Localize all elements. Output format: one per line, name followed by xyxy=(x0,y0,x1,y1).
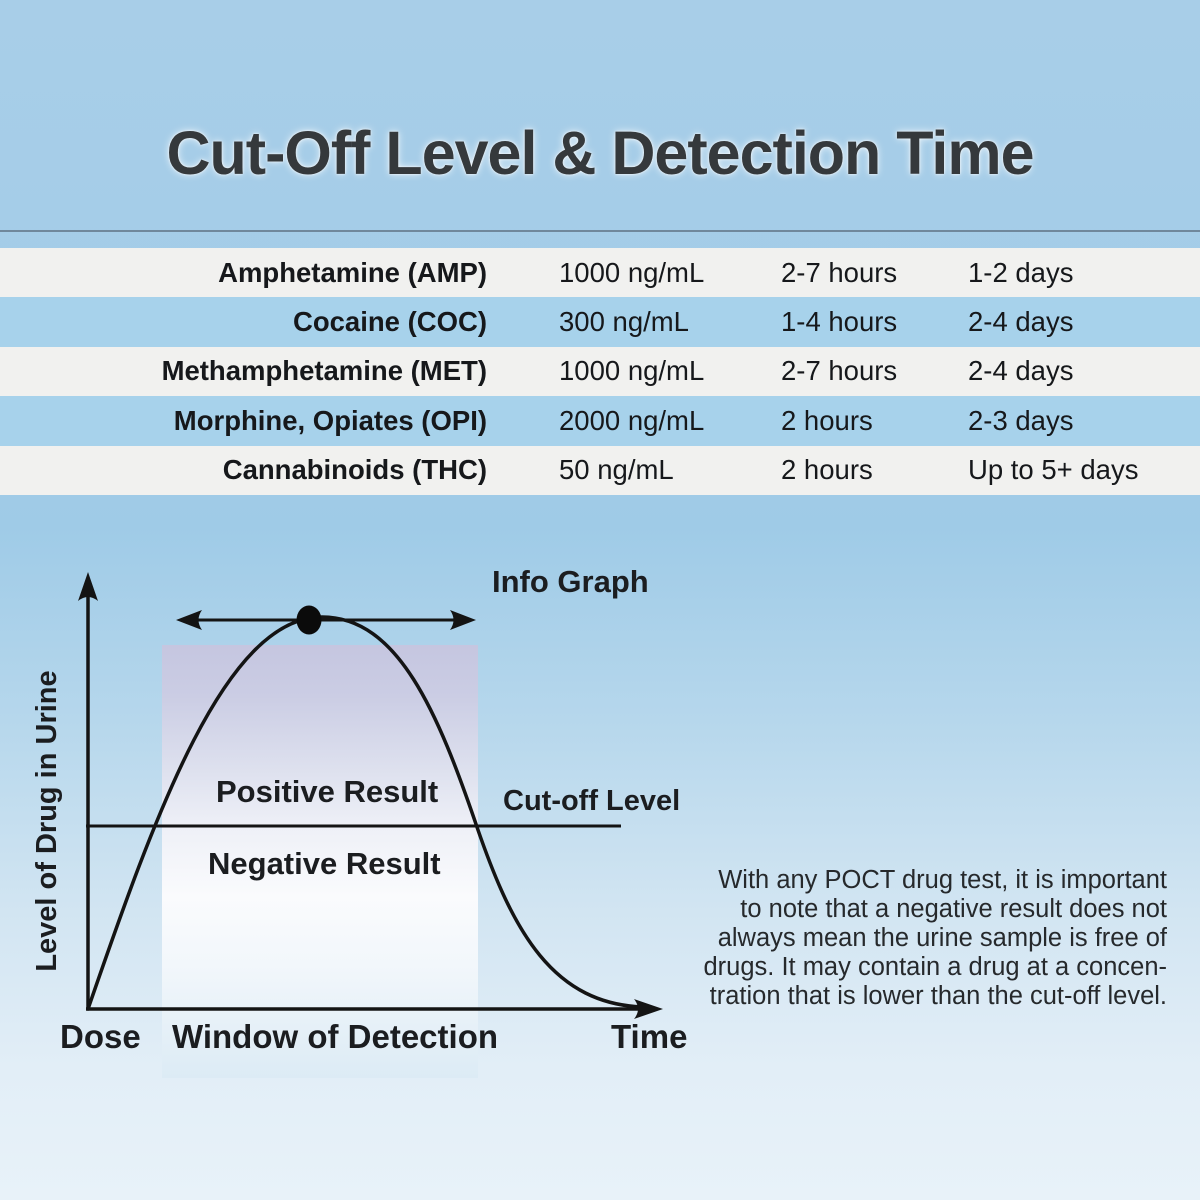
table-row: Cannabinoids (THC) 50 ng/mL 2 hours Up t… xyxy=(0,445,1200,495)
table-row: Amphetamine (AMP) 1000 ng/mL 2-7 hours 1… xyxy=(0,248,1200,298)
detection-onset: 2 hours xyxy=(781,454,873,486)
time-label: Time xyxy=(611,1018,688,1055)
x-axis-arrow-icon xyxy=(634,999,663,1019)
drug-name: Amphetamine (AMP) xyxy=(218,256,487,288)
drug-name: Cocaine (COC) xyxy=(292,306,487,338)
cutoff-value: 300 ng/mL xyxy=(559,306,689,338)
cutoff-value: 1000 ng/mL xyxy=(559,256,705,288)
drug-level-graph xyxy=(78,572,663,1078)
peak-span-arrow-left-icon xyxy=(176,610,202,630)
detection-table: Amphetamine (AMP) 1000 ng/mL 2-7 hours 1… xyxy=(0,248,1200,495)
detection-onset: 2 hours xyxy=(781,404,873,436)
detection-duration: Up to 5+ days xyxy=(968,454,1139,486)
detection-duration: 2-4 days xyxy=(968,306,1074,338)
cutoff-value: 2000 ng/mL xyxy=(559,404,705,436)
graph-heading: Info Graph xyxy=(492,564,649,599)
positive-result-label: Positive Result xyxy=(216,774,439,809)
drug-name: Methamphetamine (MET) xyxy=(161,355,487,387)
detection-window-rect xyxy=(162,645,478,1078)
y-axis-label: Level of Drug in Urine xyxy=(31,670,63,972)
detection-onset: 1-4 hours xyxy=(781,306,898,338)
table-top-rule xyxy=(0,230,1200,232)
page-title: Cut-Off Level & Detection Time xyxy=(166,119,1034,187)
detection-onset: 2-7 hours xyxy=(781,256,898,288)
detection-duration: 2-4 days xyxy=(968,355,1074,387)
detection-onset: 2-7 hours xyxy=(781,355,898,387)
dose-label: Dose xyxy=(60,1018,141,1055)
peak-dot xyxy=(296,605,322,635)
negative-result-label: Negative Result xyxy=(208,846,441,881)
cutoff-value: 1000 ng/mL xyxy=(559,355,705,387)
drug-name: Cannabinoids (THC) xyxy=(222,454,487,486)
drug-name: Morphine, Opiates (OPI) xyxy=(173,404,487,436)
peak-span-arrow-right-icon xyxy=(450,610,476,630)
window-of-detection-label: Window of Detection xyxy=(172,1018,499,1055)
detection-duration: 2-3 days xyxy=(968,404,1074,436)
y-axis-arrow-icon xyxy=(78,572,98,601)
table-row: Cocaine (COC) 300 ng/mL 1-4 hours 2-4 da… xyxy=(0,297,1200,347)
drug-level-curve xyxy=(86,615,650,1011)
table-row: Methamphetamine (MET) 1000 ng/mL 2-7 hou… xyxy=(0,346,1200,397)
cutoff-value: 50 ng/mL xyxy=(559,454,674,486)
poct-note: With any POCT drug test, it is important… xyxy=(703,866,1167,1010)
table-row: Morphine, Opiates (OPI) 2000 ng/mL 2 hou… xyxy=(0,396,1200,446)
detection-duration: 1-2 days xyxy=(968,256,1074,288)
cutoff-level-label: Cut-off Level xyxy=(503,785,681,817)
